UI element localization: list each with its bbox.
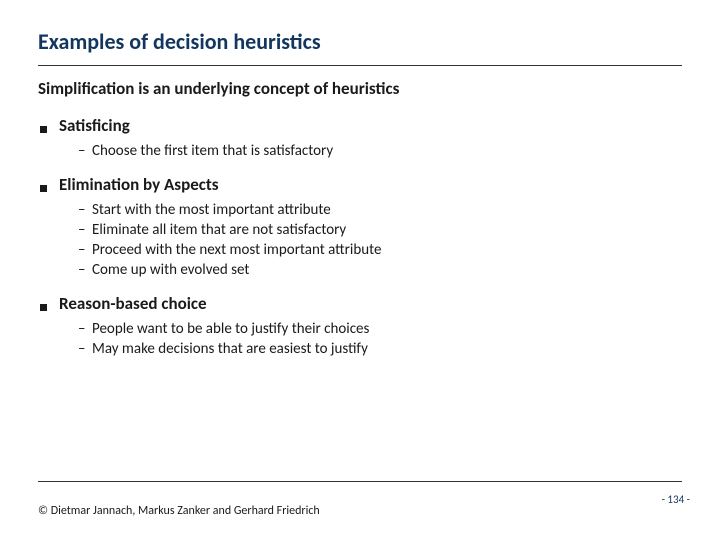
divider-bottom	[38, 481, 682, 482]
dash-icon: –	[78, 221, 92, 239]
dash-icon: –	[78, 201, 92, 219]
list-item: Elimination by Aspects – Start with the …	[38, 174, 682, 279]
divider-top	[38, 65, 682, 66]
square-bullet-icon	[40, 185, 47, 192]
sub-item-text: Proceed with the next most important att…	[92, 241, 381, 259]
slide-subtitle: Simplification is an underlying concept …	[38, 78, 682, 99]
sub-list-item: – People want to be able to justify thei…	[78, 320, 682, 338]
sub-list-item: – May make decisions that are easiest to…	[78, 340, 682, 358]
sub-item-text: Eliminate all item that are not satisfac…	[92, 221, 346, 239]
list-item: Reason-based choice – People want to be …	[38, 293, 682, 358]
dash-icon: –	[78, 142, 92, 160]
sub-list-item: – Start with the most important attribut…	[78, 201, 682, 219]
dash-icon: –	[78, 340, 92, 358]
sub-list: – People want to be able to justify thei…	[38, 320, 682, 358]
sub-item-text: Come up with evolved set	[92, 261, 249, 279]
list-item-row: Elimination by Aspects	[38, 174, 682, 195]
list-heading: Satisficing	[59, 115, 130, 136]
list-heading: Reason-based choice	[59, 293, 207, 314]
dash-icon: –	[78, 320, 92, 338]
page-number: - 134 -	[662, 493, 690, 506]
sub-item-text: Start with the most important attribute	[92, 201, 331, 219]
list-heading: Elimination by Aspects	[59, 174, 219, 195]
sub-list-item: – Eliminate all item that are not satisf…	[78, 221, 682, 239]
list-item-row: Reason-based choice	[38, 293, 682, 314]
sub-item-text: Choose the first item that is satisfacto…	[92, 142, 333, 160]
sub-item-text: May make decisions that are easiest to j…	[92, 340, 368, 358]
footer-copyright: © Dietmar Jannach, Markus Zanker and Ger…	[38, 504, 320, 518]
slide-title: Examples of decision heuristics	[38, 28, 682, 55]
bullet-list: Satisficing – Choose the first item that…	[38, 115, 682, 358]
list-item: Satisficing – Choose the first item that…	[38, 115, 682, 160]
sub-list-item: – Come up with evolved set	[78, 261, 682, 279]
sub-item-text: People want to be able to justify their …	[92, 320, 369, 338]
slide: Examples of decision heuristics Simplifi…	[0, 0, 720, 540]
dash-icon: –	[78, 241, 92, 259]
square-bullet-icon	[40, 126, 47, 133]
square-bullet-icon	[40, 304, 47, 311]
sub-list-item: – Proceed with the next most important a…	[78, 241, 682, 259]
sub-list-item: – Choose the first item that is satisfac…	[78, 142, 682, 160]
dash-icon: –	[78, 261, 92, 279]
list-item-row: Satisficing	[38, 115, 682, 136]
sub-list: – Choose the first item that is satisfac…	[38, 142, 682, 160]
sub-list: – Start with the most important attribut…	[38, 201, 682, 279]
